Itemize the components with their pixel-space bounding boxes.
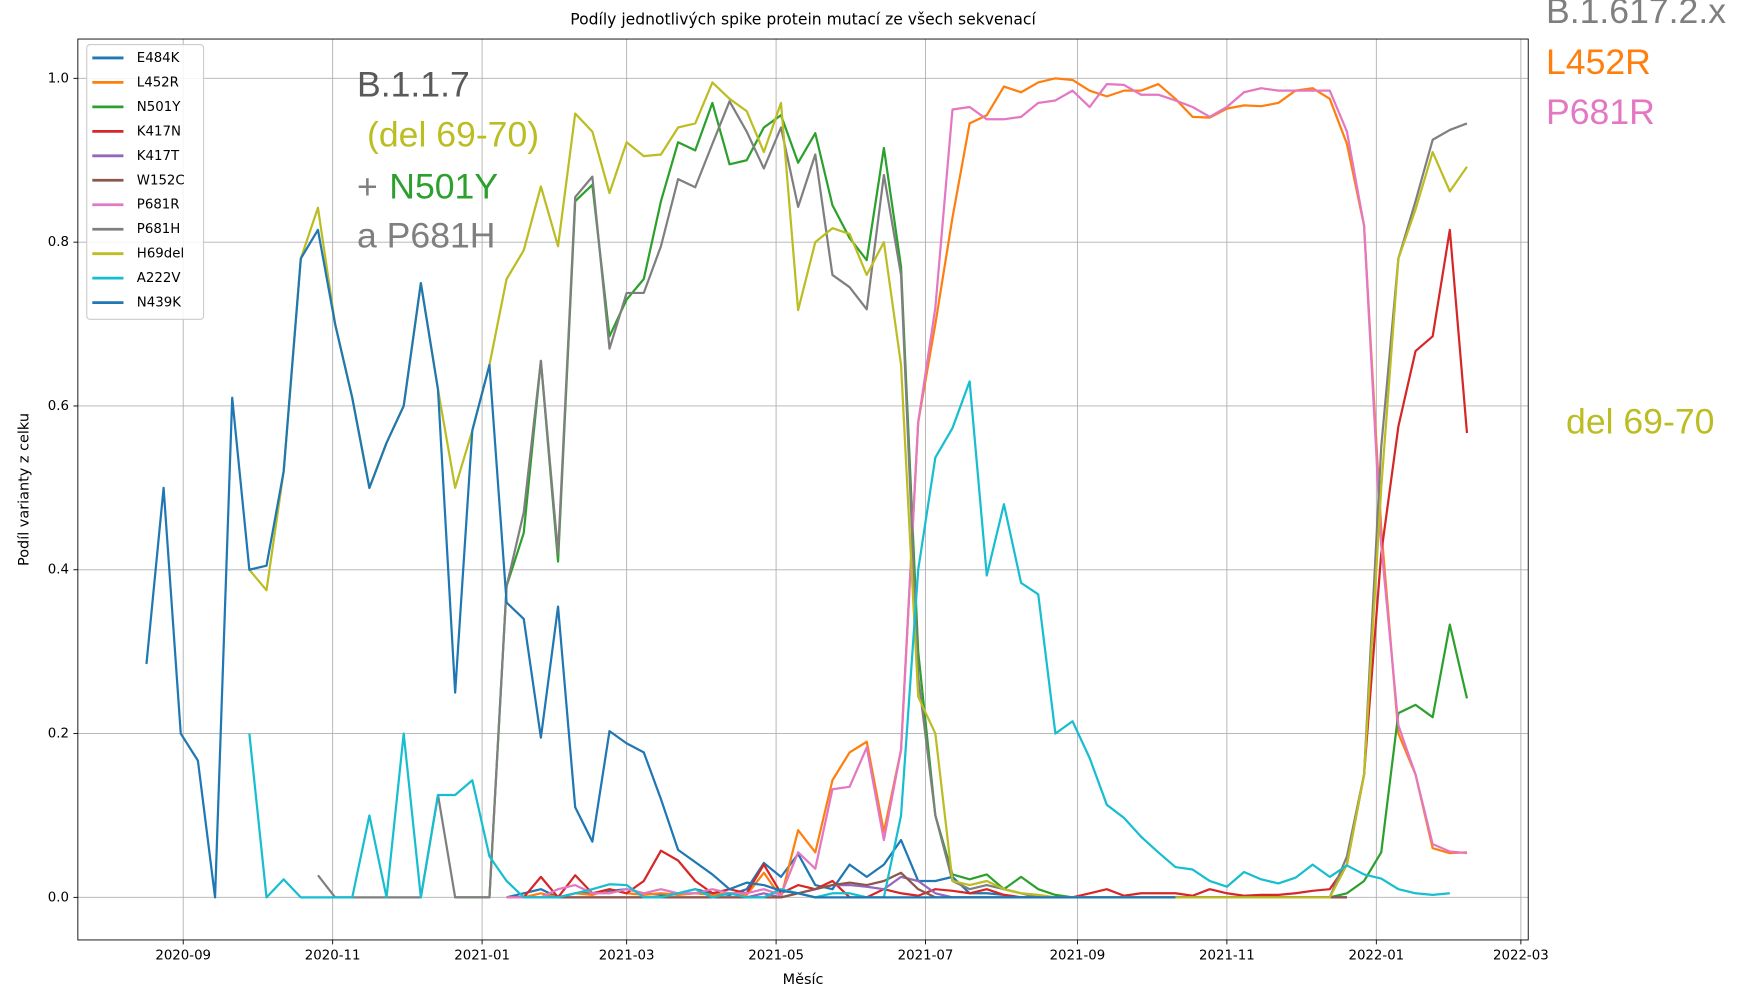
legend-label: L452R [137, 75, 179, 90]
x-tick-label: 2021-03 [599, 949, 655, 964]
x-tick-label: 2021-07 [898, 949, 954, 964]
x-tick-label: 2020-09 [155, 949, 211, 964]
legend-label: N501Y [137, 100, 181, 115]
x-tick-label: 2021-01 [454, 949, 510, 964]
y-tick-label: 0.6 [48, 399, 69, 414]
x-tick-label: 2021-11 [1199, 949, 1255, 964]
annotation: B.1.1.7 [357, 64, 470, 104]
x-tick-label: 2021-05 [748, 949, 804, 964]
y-tick-label: 0.4 [48, 563, 69, 578]
series-line [506, 77, 1468, 899]
legend-label: K417N [137, 124, 181, 139]
legend-label: N439K [137, 296, 182, 311]
chart-title: Podíly jednotlivých spike protein mutací… [570, 11, 1036, 29]
legend-label: P681H [137, 222, 181, 237]
x-tick-label: 2022-03 [1493, 949, 1549, 964]
series-line [248, 81, 1468, 899]
legend-label: W152C [137, 173, 185, 188]
y-tick-label: 0.0 [48, 890, 69, 905]
plot-area [145, 77, 1469, 899]
annotation: P681R [1546, 92, 1655, 132]
x-axis-label: Měsíc [783, 972, 824, 988]
annotation: + [357, 167, 378, 207]
annotation: (del 69-70) [367, 114, 539, 154]
series-line [506, 82, 1468, 899]
y-tick-label: 1.0 [48, 71, 69, 86]
x-tick-label: 2022-01 [1348, 949, 1404, 964]
plot-frame [77, 38, 1529, 941]
series-line [145, 228, 1176, 899]
series-line [506, 228, 1469, 899]
y-axis-label: Podíl varianty z celku [16, 413, 32, 566]
legend-box [86, 44, 205, 320]
series-line [248, 380, 1450, 899]
annotation: B.1.617.2.x [1546, 0, 1726, 31]
legend-label: P681R [137, 198, 180, 213]
legend-label: H69del [137, 247, 184, 262]
x-tick-label: 2021-09 [1050, 949, 1106, 964]
y-tick-label: 0.8 [48, 235, 69, 250]
x-tick-label: 2020-11 [305, 949, 361, 964]
annotation: a P681H [357, 216, 495, 256]
legend-label: E484K [137, 51, 181, 66]
legend-label: A222V [137, 271, 181, 286]
legend: E484K L452R N501Y K417N K417T W152C P681R P681H… [86, 44, 205, 320]
legend-label: K417T [137, 149, 180, 164]
y-tick-label: 0.2 [48, 727, 69, 742]
annotation: del 69-70 [1566, 401, 1714, 441]
annotation: N501Y [389, 167, 498, 207]
annotation: L452R [1546, 42, 1651, 82]
